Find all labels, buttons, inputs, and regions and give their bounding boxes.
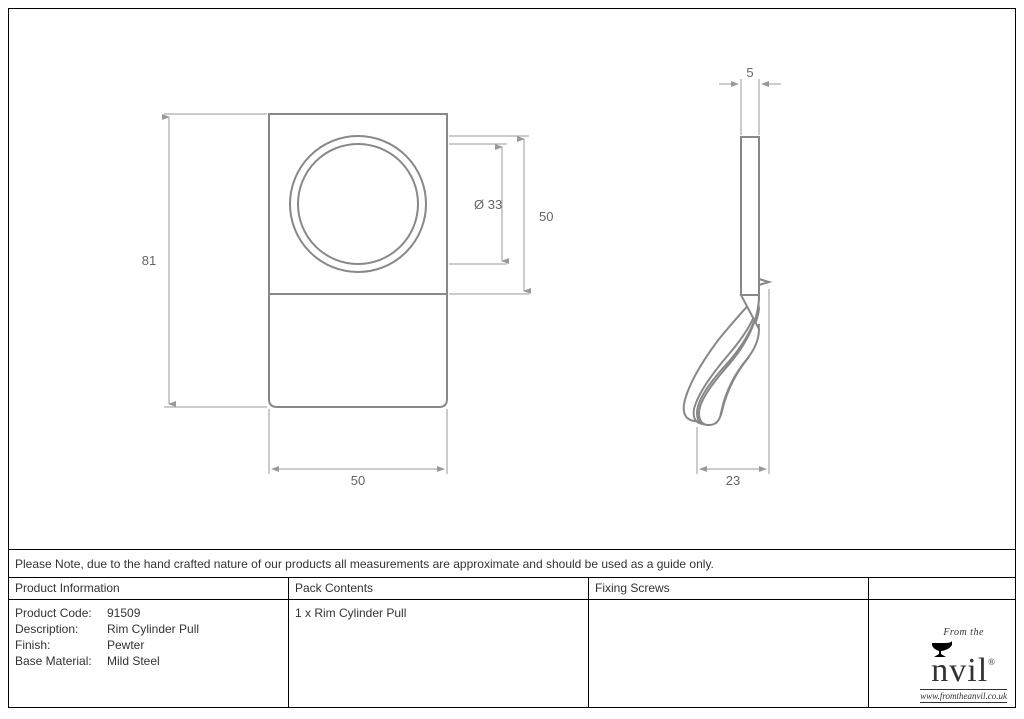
dim-50-right: 50	[539, 209, 553, 224]
note-row: Please Note, due to the hand crafted nat…	[9, 549, 1015, 577]
anvil-logo: From the nvil® www.fromtheanvil.co.uk	[920, 627, 1007, 703]
data-row: Product Code: 91509 Description: Rim Cyl…	[9, 599, 1015, 707]
technical-drawing: 81 50 50 Ø 33	[9, 9, 1015, 549]
logo-main-text: nvil®	[931, 638, 996, 687]
material-label: Base Material:	[15, 654, 107, 668]
drawing-area: 81 50 50 Ø 33	[9, 9, 1015, 549]
code-label: Product Code:	[15, 606, 107, 620]
dim-thickness-5: 5	[719, 65, 781, 135]
fixing-screws-cell	[589, 600, 869, 707]
desc-value: Rim Cylinder Pull	[107, 622, 199, 636]
dim-50-bottom: 50	[351, 473, 365, 488]
code-value: 91509	[107, 606, 140, 620]
header-pack-contents: Pack Contents	[289, 578, 589, 599]
drawing-sheet: 81 50 50 Ø 33	[8, 8, 1016, 708]
product-info-cell: Product Code: 91509 Description: Rim Cyl…	[9, 600, 289, 707]
dim-5: 5	[746, 65, 753, 80]
dim-height-81: 81	[142, 114, 267, 407]
header-logo-cell	[869, 578, 1015, 599]
note-text: Please Note, due to the hand crafted nat…	[15, 557, 714, 571]
dim-23: 23	[726, 473, 740, 488]
dim-width-50: 50	[269, 409, 447, 488]
header-product-info: Product Information	[9, 578, 289, 599]
side-view	[684, 137, 769, 425]
front-view	[269, 114, 447, 407]
logo-cell: From the nvil® www.fromtheanvil.co.uk	[869, 600, 1015, 707]
header-fixing-screws: Fixing Screws	[589, 578, 869, 599]
pack-contents-cell: 1 x Rim Cylinder Pull	[289, 600, 589, 707]
dim-dia33: Ø 33	[474, 197, 502, 212]
dim-circle: 50 Ø 33	[449, 136, 553, 294]
anvil-icon	[931, 640, 953, 658]
pack-contents-value: 1 x Rim Cylinder Pull	[295, 606, 406, 620]
material-value: Mild Steel	[107, 654, 160, 668]
logo-top-text: From the	[920, 627, 1007, 638]
dim-81: 81	[142, 253, 156, 268]
desc-label: Description:	[15, 622, 107, 636]
registered-icon: ®	[988, 657, 996, 667]
finish-label: Finish:	[15, 638, 107, 652]
finish-value: Pewter	[107, 638, 144, 652]
logo-url: www.fromtheanvil.co.uk	[920, 689, 1007, 703]
header-row: Product Information Pack Contents Fixing…	[9, 577, 1015, 599]
